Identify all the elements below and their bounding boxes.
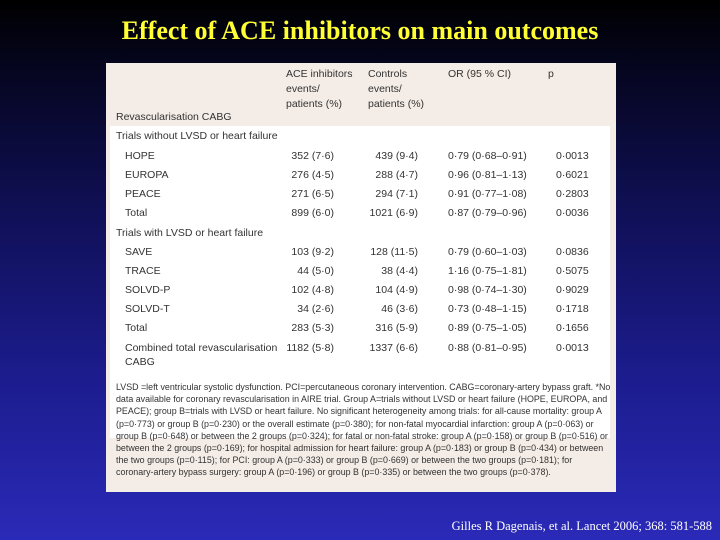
row-ace: 103 (9·2): [291, 246, 334, 258]
row-ace: 44 (5·0): [297, 265, 334, 277]
row-name: SOLVD-T: [125, 303, 170, 315]
row-name: EUROPA: [125, 169, 169, 181]
row-controls: 38 (4·4): [381, 265, 418, 277]
combined-p: 0·0013: [556, 342, 589, 354]
header-ace-line2: events/: [286, 83, 320, 95]
header-ace-line3: patients (%): [286, 98, 343, 110]
table-row: SOLVD-T 34 (2·6) 46 (3·6) 0·73 (0·48–1·1…: [106, 300, 616, 319]
row-controls: 288 (4·7): [375, 169, 418, 181]
row-ace: 276 (4·5): [291, 169, 334, 181]
combined-controls: 1337 (6·6): [369, 342, 418, 354]
header-ctl-line1: Controls: [368, 68, 408, 80]
header-or: OR (95 % CI): [448, 67, 511, 113]
row-controls: 1021 (6·9): [369, 207, 418, 219]
header-p-text: p: [548, 68, 554, 80]
row-ace: 352 (7·6): [291, 150, 334, 162]
citation: Gilles R Dagenais, et al. Lancet 2006; 3…: [451, 519, 712, 533]
header-ctl-line2: events/: [368, 83, 402, 95]
row-ace: 899 (6·0): [291, 207, 334, 219]
combined-or: 0·88 (0·81–0·95): [448, 342, 527, 354]
row-p: 0·6021: [556, 169, 589, 181]
row-controls: 46 (3·6): [381, 303, 418, 315]
row-name: Total: [125, 322, 148, 334]
row-controls: 439 (9·4): [375, 150, 418, 162]
group-a-label: Trials without LVSD or heart failure: [116, 130, 278, 142]
row-or: 0·98 (0·74–1·30): [448, 284, 527, 296]
header-controls: Controls events/ patients (%): [368, 67, 424, 113]
group-a-row: Trials without LVSD or heart failure: [106, 127, 616, 146]
group-b-label: Trials with LVSD or heart failure: [116, 227, 264, 239]
row-or: 0·73 (0·48–1·15): [448, 303, 527, 315]
row-name: Total: [125, 207, 148, 219]
header-ctl-line3: patients (%): [368, 98, 425, 110]
row-controls: 104 (4·9): [375, 284, 418, 296]
table-panel: ACE inhibitors events/ patients (%) Cont…: [106, 63, 616, 492]
row-or: 0·89 (0·75–1·05): [448, 322, 527, 334]
row-p: 0·1656: [556, 322, 589, 334]
table-row: Total 283 (5·3) 316 (5·9) 0·89 (0·75–1·0…: [106, 319, 616, 338]
table-row: TRACE 44 (5·0) 38 (4·4) 1·16 (0·75–1·81)…: [106, 262, 616, 281]
table-row: HOPE 352 (7·6) 439 (9·4) 0·79 (0·68–0·91…: [106, 147, 616, 166]
combined-ace: 1182 (5·8): [286, 342, 334, 354]
table-footnote: LVSD =left ventricular systolic dysfunct…: [116, 382, 611, 478]
table-row: SAVE 103 (9·2) 128 (11·5) 0·79 (0·60–1·0…: [106, 243, 616, 262]
table-body-background: [110, 126, 610, 438]
group-b-row: Trials with LVSD or heart failure: [106, 224, 616, 243]
row-ace: 283 (5·3): [291, 322, 334, 334]
table-row: Total 899 (6·0) 1021 (6·9) 0·87 (0·79–0·…: [106, 204, 616, 223]
combined-name-line2: CABG: [125, 356, 155, 368]
table-row: EUROPA 276 (4·5) 288 (4·7) 0·96 (0·81–1·…: [106, 166, 616, 185]
row-name: SAVE: [125, 246, 153, 258]
row-p: 0·0013: [556, 150, 589, 162]
combined-total-row: Combined total revascularisation CABG 11…: [106, 339, 616, 373]
row-p: 0·0036: [556, 207, 589, 219]
section-label: Revascularisation CABG: [116, 111, 232, 123]
row-p: 0·0836: [556, 246, 589, 258]
row-name: PEACE: [125, 188, 161, 200]
table-row: PEACE 271 (6·5) 294 (7·1) 0·91 (0·77–1·0…: [106, 185, 616, 204]
row-controls: 128 (11·5): [370, 246, 418, 258]
row-or: 0·79 (0·60–1·03): [448, 246, 527, 258]
row-name: TRACE: [125, 265, 161, 277]
row-ace: 271 (6·5): [291, 188, 334, 200]
header-ace: ACE inhibitors events/ patients (%): [286, 67, 353, 113]
row-p: 0·1718: [556, 303, 589, 315]
row-p: 0·5075: [556, 265, 589, 277]
row-p: 0·2803: [556, 188, 589, 200]
header-or-text: OR (95 % CI): [448, 68, 512, 80]
row-or: 0·79 (0·68–0·91): [448, 150, 527, 162]
row-p: 0·9029: [556, 284, 589, 296]
row-controls: 294 (7·1): [375, 188, 418, 200]
row-or: 1·16 (0·75–1·81): [448, 265, 527, 277]
row-controls: 316 (5·9): [375, 322, 418, 334]
row-or: 0·91 (0·77–1·08): [448, 188, 527, 200]
header-p: p: [548, 67, 554, 113]
row-ace: 34 (2·6): [297, 303, 334, 315]
row-or: 0·96 (0·81–1·13): [448, 169, 527, 181]
row-name: SOLVD-P: [125, 284, 171, 296]
combined-name-line1: Combined total revascularisation: [125, 342, 278, 354]
header-ace-line1: ACE inhibitors: [286, 68, 353, 80]
row-ace: 102 (4·8): [291, 284, 334, 296]
slide-title: Effect of ACE inhibitors on main outcome…: [121, 16, 599, 45]
row-or: 0·87 (0·79–0·96): [448, 207, 527, 219]
row-name: HOPE: [125, 150, 155, 162]
table-row: SOLVD-P 102 (4·8) 104 (4·9) 0·98 (0·74–1…: [106, 281, 616, 300]
